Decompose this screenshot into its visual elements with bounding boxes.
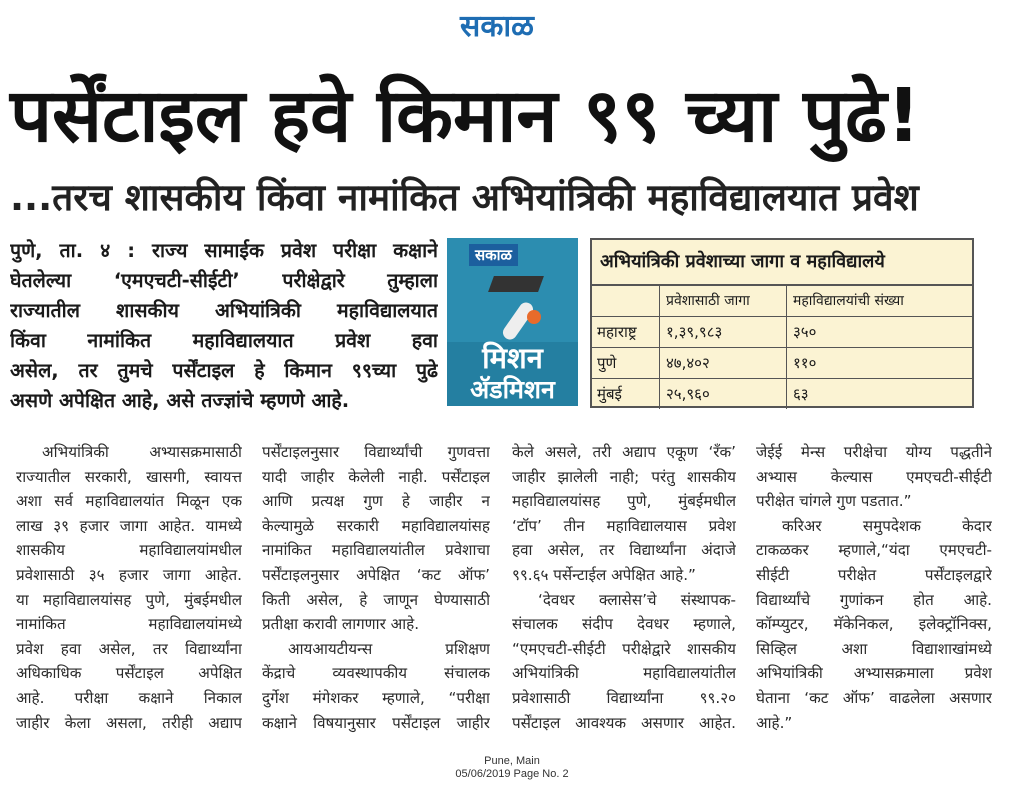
table-header-cell: महाविद्यालयांची संख्या	[793, 293, 904, 309]
article-column-1: अभियांत्रिकी अभ्यासक्रमासाठी राज्यातील सर…	[16, 440, 242, 735]
article-line: कॉम्प्युटर, मॅकेनिकल, इलेक्ट्रॉनिक्स,	[756, 615, 992, 634]
table-cell: ६३	[793, 385, 809, 403]
subheadline: ...तरच शासकीय किंवा नामांकित अभियांत्रिक…	[10, 176, 919, 219]
mission-admission-graphic: सकाळ मिशन ॲडमिशन	[447, 238, 578, 406]
diploma-seal-icon	[527, 310, 541, 324]
table-cell: २५,९६०	[660, 379, 787, 409]
admission-seats-table: अभियांत्रिकी प्रवेशाच्या जागा व महाविद्य…	[590, 238, 974, 409]
graphic-title-line2: ॲडमिशन	[470, 375, 555, 404]
lead-paragraph: पुणे, ता. ४ : राज्य सामाईक प्रवेश परीक्ष…	[10, 236, 438, 416]
article-line: जेईई मेन्स परीक्षेचा योग्य पद्धतीने	[756, 443, 992, 461]
edition-label: Pune, Main	[484, 755, 540, 767]
lead-line: पुणे, ता. ४ : राज्य सामाईक प्रवेश परीक्ष…	[10, 239, 438, 262]
article-line: ‘टॉप’ तीन महाविद्यालयास प्रवेश	[512, 516, 736, 535]
article-line: अभ्यास केल्यास एमएचटी-सीईटी	[756, 467, 992, 486]
article-line: आहे. परीक्षा कक्षाने निकाल	[16, 688, 242, 707]
graphic-band	[447, 342, 578, 406]
article-line: अभियांत्रिकी महाविद्यालयांतील	[512, 664, 736, 683]
article-line: जाहीर केला असला, तरीही अद्याप	[16, 713, 242, 732]
table-cell: पुणे	[592, 348, 660, 378]
lead-line: किंवा नामांकित महाविद्यालयात प्रवेश हवा	[10, 329, 438, 352]
article-line: किती असेल, हे जाणून घेण्यासाठी	[262, 590, 490, 609]
article-line: नामांकित महाविद्यालयांमध्ये	[16, 615, 242, 634]
table-cell: महाराष्ट्र	[592, 317, 660, 347]
article-line: प्रतीक्षा करावी लागणार आहे.	[262, 615, 420, 634]
table-cell: ४७,४०२	[660, 348, 787, 378]
headline: पर्सेंटाइल हवे किमान ९९ च्या पुढे!	[10, 73, 921, 159]
table-header-cell	[592, 286, 660, 316]
article-line: अभियांत्रिकी अभ्यासक्रमाला प्रवेश	[756, 664, 992, 683]
article-line: हवा असेल, तर विद्यार्थ्यांना अंदाजे	[512, 541, 736, 560]
article-line: सिव्हिल अशा विद्याशाखांमध्ये	[756, 639, 992, 658]
masthead-logo: सकाळ	[460, 9, 534, 44]
article-line: केल्यामुळे सरकारी महाविद्यालयांसह	[262, 516, 490, 535]
article-line: अधिकाधिक पर्सेंटाइल अपेक्षित	[16, 664, 242, 683]
article-line: ९९.६५ पर्सेन्टाईल अपेक्षित आहे.”	[512, 565, 696, 584]
article-line: यादी जाहीर केलेली नाही. पर्सेंटाइल	[262, 467, 490, 486]
table-row: पुणे ४७,४०२ ११०	[592, 348, 972, 379]
article-line: महाविद्यालयांसह पुणे, मुंबईमधील	[512, 492, 736, 511]
article-line: पर्सेंटाइलनुसार विद्यार्थ्यांची गुणवत्ता	[262, 443, 490, 461]
article-line: कक्षाने विषयानुसार पर्सेंटाइल जाहीर	[262, 713, 490, 732]
article-line: करिअर समुपदेशक केदार	[782, 516, 992, 535]
article-column-2: पर्सेंटाइलनुसार विद्यार्थ्यांची गुणवत्ता…	[262, 440, 490, 735]
graphic-logo: सकाळ	[469, 244, 518, 266]
article-line: घेताना ‘कट ऑफ’ वाढलेला असणार	[756, 688, 992, 707]
article-line: शासकीय महाविद्यालयांमधील	[16, 541, 242, 560]
article-line: पर्सेंटाइलनुसार अपेक्षित ‘कट ऑफ’	[262, 565, 490, 584]
article-line: संचालक संदीप देवधर म्हणाले,	[512, 615, 736, 634]
article-line: प्रवेश हवा असेल, तर विद्यार्थ्यांना	[16, 639, 242, 658]
graduation-cap-icon	[488, 276, 544, 292]
table-cell: ११०	[793, 354, 817, 372]
table-cell: मुंबई	[592, 379, 660, 409]
article-line: नामांकित महाविद्यालयांतील प्रवेशाचा	[262, 541, 490, 560]
article-line: प्रवेशासाठी विद्यार्थ्यांना ९९.२०	[512, 688, 736, 707]
lead-line: राज्यातील शासकीय अभियांत्रिकी महाविद्याल…	[10, 299, 438, 322]
article-line: राज्यातील सरकारी, खासगी, स्वायत्त	[16, 467, 242, 486]
article-line: केले असले, तरी अद्याप एकूण ‘रॅंक’	[512, 443, 736, 461]
page-footer: Pune, Main 05/06/2019 Page No. 2	[412, 755, 612, 781]
lead-line: घेतलेल्या ‘एमएचटी-सीईटी’ परीक्षेद्वारे त…	[10, 269, 438, 292]
article-line: परीक्षेत चांगले गुण पडतात.”	[756, 492, 912, 511]
article-line: अशा सर्व महाविद्यालयांत मिळून एक	[16, 492, 242, 511]
article-line: दुर्गेश मंगेशकर म्हणाले, “परीक्षा	[262, 688, 490, 707]
table-header-cell: प्रवेशासाठी जागा	[660, 286, 787, 316]
article-line: पर्सेंटाइल आवश्यक असणार आहेत.	[512, 713, 736, 732]
article-line: आणि प्रत्यक्ष गुण हे जाहीर न	[262, 492, 490, 511]
table-cell: ३५०	[793, 323, 817, 341]
article-line: “एमएचटी-सीईटी परीक्षेद्वारे शासकीय	[512, 639, 736, 658]
article-line: केंद्राचे व्यवस्थापकीय संचालक	[262, 664, 490, 683]
graphic-title-line1: मिशन	[482, 341, 543, 375]
article-line: विद्यार्थ्यांचे गुणांकन होत आहे.	[756, 590, 992, 609]
article-line: जाहीर झालेली नाही; परंतु शासकीय	[512, 467, 736, 486]
date-page-label: 05/06/2019 Page No. 2	[455, 768, 569, 780]
article-line: अभियांत्रिकी अभ्यासक्रमासाठी	[42, 443, 242, 461]
article-line: टाकळकर म्हणाले,“यंदा एमएचटी-	[756, 541, 992, 560]
lead-line: असेल, तर तुमचे पर्सेंटाइल हे किमान ९९च्य…	[10, 359, 438, 382]
table-row: महाराष्ट्र १,३९,९८३ ३५०	[592, 317, 972, 348]
article-column-4: जेईई मेन्स परीक्षेचा योग्य पद्धतीने अभ्या…	[756, 440, 992, 735]
article-line: सीईटी परीक्षेत पर्सेंटाइलद्वारे	[756, 565, 992, 584]
article-column-3: केले असले, तरी अद्याप एकूण ‘रॅंक’ जाहीर झ…	[512, 440, 736, 735]
table-title: अभियांत्रिकी प्रवेशाच्या जागा व महाविद्य…	[592, 240, 972, 286]
table-header-row: प्रवेशासाठी जागा महाविद्यालयांची संख्या	[592, 286, 972, 317]
article-line: प्रवेशासाठी ३५ हजार जागा आहेत.	[16, 565, 242, 584]
article-line: आहे.”	[756, 713, 793, 732]
article-line: या महाविद्यालयांसह पुणे, मुंबईमधील	[16, 590, 242, 609]
article-line: आयआयटीयन्स प्रशिक्षण	[288, 639, 490, 658]
article-line: लाख ३९ हजार जागा आहेत. यामध्ये	[16, 516, 242, 535]
table-row: मुंबई २५,९६० ६३	[592, 379, 972, 409]
table-cell: १,३९,९८३	[660, 317, 787, 347]
lead-line: असणे अपेक्षित आहे, असे तज्ज्ञांचे म्हणणे…	[10, 389, 350, 412]
article-line: ‘देवधर क्लासेस’चे संस्थापक-	[538, 590, 736, 609]
